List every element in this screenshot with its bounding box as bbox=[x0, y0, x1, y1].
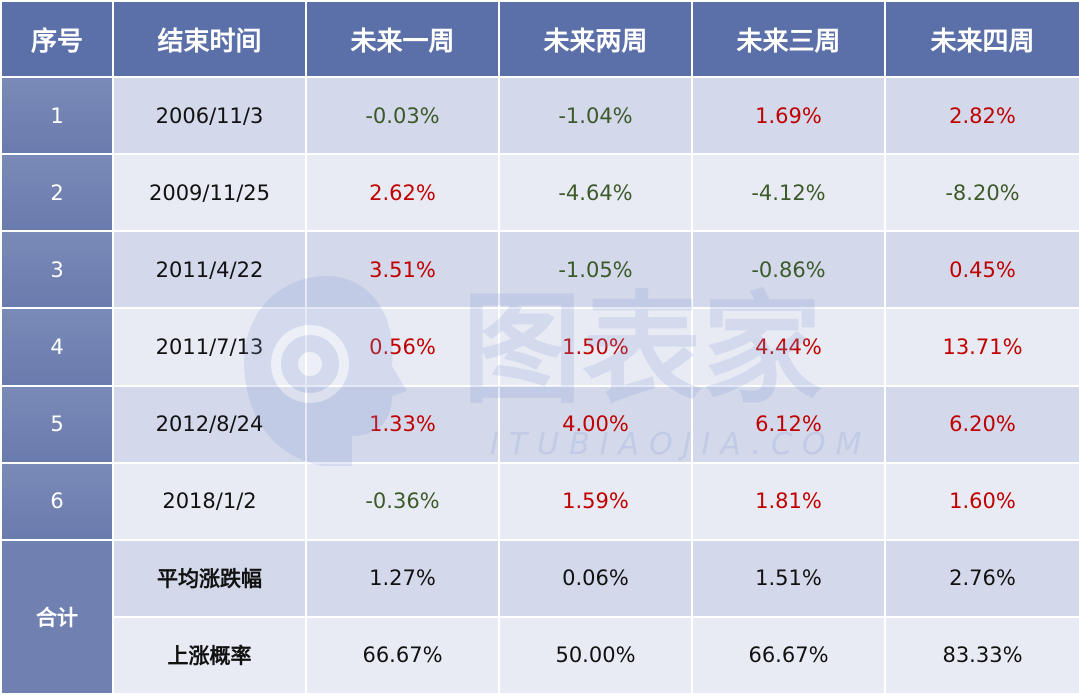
table-row: 3 2011/4/22 3.51% -1.05% -0.86% 0.45% bbox=[0, 230, 1079, 310]
row-week3: 1.69% bbox=[691, 76, 886, 156]
row-date: 2011/7/13 bbox=[112, 307, 307, 387]
row-week4: 6.20% bbox=[884, 384, 1079, 464]
summary-label: 合计 bbox=[0, 538, 114, 695]
table-row: 1 2006/11/3 -0.03% -1.04% 1.69% 2.82% bbox=[0, 76, 1079, 156]
row-date: 2006/11/3 bbox=[112, 76, 307, 156]
row-week1: 3.51% bbox=[305, 230, 500, 310]
header-seq: 序号 bbox=[0, 0, 114, 79]
row-week3: -4.12% bbox=[691, 153, 886, 233]
avg-week4: 2.76% bbox=[884, 538, 1079, 618]
row-seq: 3 bbox=[0, 230, 114, 310]
prob-week3: 66.67% bbox=[691, 615, 886, 695]
row-week1: 1.33% bbox=[305, 384, 500, 464]
header-week1: 未来一周 bbox=[305, 0, 500, 79]
summary-avg-row: 合计 平均涨跌幅 1.27% 0.06% 1.51% 2.76% bbox=[0, 538, 1079, 695]
row-week1: 2.62% bbox=[305, 153, 500, 233]
row-week2: 1.50% bbox=[498, 307, 693, 387]
avg-change-label: 平均涨跌幅 bbox=[112, 538, 307, 618]
prob-week2: 50.00% bbox=[498, 615, 693, 695]
table-row: 2 2009/11/25 2.62% -4.64% -4.12% -8.20% bbox=[0, 153, 1079, 233]
row-date: 2012/8/24 bbox=[112, 384, 307, 464]
header-row: 序号 结束时间 未来一周 未来两周 未来三周 未来四周 bbox=[0, 0, 1079, 79]
avg-week1: 1.27% bbox=[305, 538, 500, 618]
row-week1: 0.56% bbox=[305, 307, 500, 387]
row-seq: 5 bbox=[0, 384, 114, 464]
row-week4: 1.60% bbox=[884, 461, 1079, 541]
row-date: 2011/4/22 bbox=[112, 230, 307, 310]
row-week4: 13.71% bbox=[884, 307, 1079, 387]
row-week2: -1.05% bbox=[498, 230, 693, 310]
row-week3: 6.12% bbox=[691, 384, 886, 464]
row-week3: 1.81% bbox=[691, 461, 886, 541]
table-row: 5 2012/8/24 1.33% 4.00% 6.12% 6.20% bbox=[0, 384, 1079, 464]
row-week4: -8.20% bbox=[884, 153, 1079, 233]
row-week2: -4.64% bbox=[498, 153, 693, 233]
row-week4: 0.45% bbox=[884, 230, 1079, 310]
row-week3: 4.44% bbox=[691, 307, 886, 387]
header-week4: 未来四周 bbox=[884, 0, 1079, 79]
row-week2: 4.00% bbox=[498, 384, 693, 464]
table-row: 6 2018/1/2 -0.36% 1.59% 1.81% 1.60% bbox=[0, 461, 1079, 541]
row-week1: -0.03% bbox=[305, 76, 500, 156]
row-week2: 1.59% bbox=[498, 461, 693, 541]
row-seq: 2 bbox=[0, 153, 114, 233]
avg-week2: 0.06% bbox=[498, 538, 693, 618]
row-seq: 1 bbox=[0, 76, 114, 156]
row-seq: 6 bbox=[0, 461, 114, 541]
prob-week4: 83.33% bbox=[884, 615, 1079, 695]
header-week2: 未来两周 bbox=[498, 0, 693, 79]
summary-prob-row: 上涨概率 66.67% 50.00% 66.67% 83.33% bbox=[1, 615, 1079, 695]
row-seq: 4 bbox=[0, 307, 114, 387]
row-week2: -1.04% bbox=[498, 76, 693, 156]
table-row: 4 2011/7/13 0.56% 1.50% 4.44% 13.71% bbox=[0, 307, 1079, 387]
row-week4: 2.82% bbox=[884, 76, 1079, 156]
row-week1: -0.36% bbox=[305, 461, 500, 541]
row-date: 2009/11/25 bbox=[112, 153, 307, 233]
rise-probability-label: 上涨概率 bbox=[112, 615, 307, 695]
row-date: 2018/1/2 bbox=[112, 461, 307, 541]
prob-week1: 66.67% bbox=[305, 615, 500, 695]
header-week3: 未来三周 bbox=[691, 0, 886, 79]
header-end-date: 结束时间 bbox=[112, 0, 307, 79]
avg-week3: 1.51% bbox=[691, 538, 886, 618]
row-week3: -0.86% bbox=[691, 230, 886, 310]
